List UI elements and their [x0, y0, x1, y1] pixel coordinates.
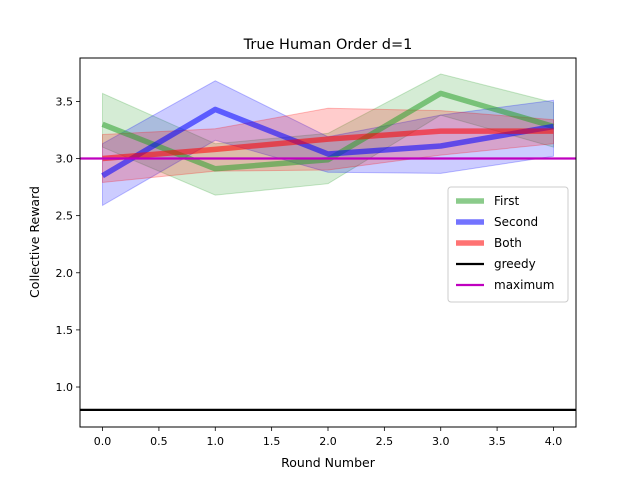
x-tick-label: 4.0: [545, 435, 563, 448]
line-second: [101, 106, 554, 179]
x-tick-label: 2.0: [319, 435, 337, 448]
legend-label-second: Second: [494, 215, 538, 229]
legend-label-greedy: greedy: [494, 257, 536, 271]
y-tick-label: 1.5: [56, 324, 74, 337]
x-tick-label: 0.5: [150, 435, 168, 448]
legend-box: [447, 186, 569, 303]
y-tick-label: 3.0: [56, 153, 74, 166]
legend-label-both: Both: [494, 236, 522, 250]
legend-label-first: First: [494, 194, 520, 208]
y-tick-label: 3.5: [56, 95, 74, 108]
x-axis-label: Round Number: [281, 455, 376, 470]
line-both: [102, 128, 554, 162]
y-tick-label: 2.0: [56, 267, 74, 280]
plot-series-layer: [80, 73, 576, 411]
legend-label-maximum: maximum: [494, 278, 554, 292]
y-axis-label: Collective Reward: [27, 186, 42, 298]
x-tick-label: 3.5: [488, 435, 506, 448]
plot-area: 0.0 0.5 1.0 1.5 2.0 2.5 3.0 3.5 4.0 1.0 1.5 2.0 2.5 3…: [56, 57, 577, 448]
x-tick-label: 1.0: [207, 435, 225, 448]
band-both: [102, 107, 554, 184]
chart-title: True Human Order d=1: [243, 37, 413, 53]
y-tick-label: 2.5: [56, 210, 74, 223]
legend: First Second Both greedy maximum: [447, 186, 569, 303]
x-tick-label: 2.5: [376, 435, 394, 448]
x-tick-label: 0.0: [94, 435, 112, 448]
x-tick-label: 1.5: [263, 435, 281, 448]
y-tick-label: 1.0: [56, 381, 74, 394]
x-tick-label: 3.0: [432, 435, 450, 448]
